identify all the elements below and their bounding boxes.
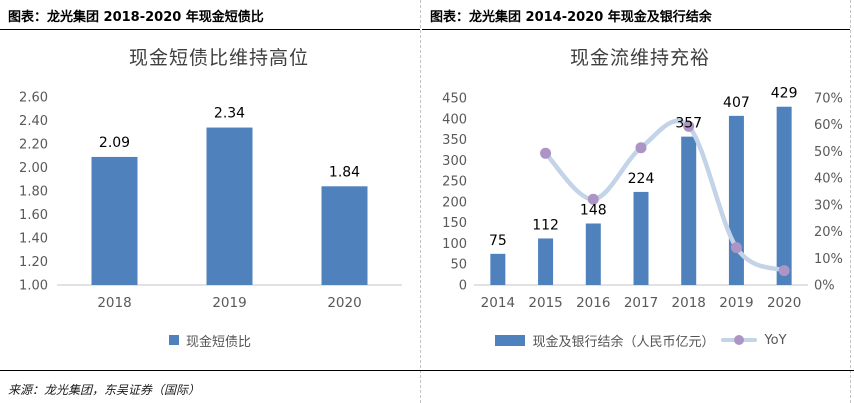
legend-label-cash-ratio: 现金短债比 (185, 334, 251, 350)
legend-line-marker-swatch-icon (721, 334, 758, 346)
left-chart-header: 图表：龙光集团 2018-2020 年现金短债比 (0, 0, 420, 30)
x-axis-tick-label: 2014 (481, 295, 515, 311)
y-axis-tick-label: 1.20 (19, 255, 48, 270)
right-axis-tick-label: 50% (814, 145, 843, 160)
source-note: 来源：龙光集团，东吴证券（国际） (8, 383, 201, 397)
right-chart-header-text: 图表：龙光集团 2014-2020 年现金及银行结余 (430, 10, 712, 25)
x-axis-tick-label: 2018 (672, 295, 706, 311)
left-chart-legend: 现金短债比 (0, 331, 420, 350)
y-axis-tick-label: 2.20 (19, 138, 48, 153)
bar-2018 (681, 136, 697, 285)
legend-label-cash-balance: 现金及银行结余（人民币亿元） (532, 334, 715, 350)
legend-bar-swatch-icon (495, 334, 526, 346)
yoy-marker (540, 147, 552, 159)
right-axis-tick-label: 40% (814, 172, 843, 187)
right-axis-tick-label: 0% (814, 279, 835, 294)
bar-2020 (321, 186, 368, 285)
right-axis-tick-label: 60% (814, 118, 843, 133)
right-chart-panel: 图表：龙光集团 2014-2020 年现金及银行结余 现金流维持充裕 0 50 10… (422, 0, 851, 403)
left-axis-tick-label: 450 (442, 92, 467, 107)
x-axis-tick-label: 2019 (212, 295, 246, 311)
left-bar-chart: 1.00 1.20 1.40 1.60 1.80 2.00 2.20 2.40 2.60 2.09… (19, 91, 402, 311)
left-axis-tick-label: 0 (459, 279, 467, 294)
right-chart-header: 图表：龙光集团 2014-2020 年现金及银行结余 (422, 0, 850, 30)
yoy-line (543, 118, 787, 273)
y-axis-tick-label: 2.40 (19, 114, 48, 129)
left-axis-tick-label: 150 (442, 216, 467, 231)
right-axis-tick-label: 30% (814, 198, 843, 213)
legend-label-yoy: YoY (764, 332, 787, 348)
left-chart-header-text: 图表：龙光集团 2018-2020 年现金短债比 (8, 10, 264, 25)
y-axis-tick-label: 2.60 (19, 91, 48, 106)
bar-data-label: 75 (489, 233, 507, 249)
right-chart-legend: 现金及银行结余（人民币亿元） YoY (432, 331, 850, 350)
bar-data-label: 357 (675, 116, 702, 132)
bar-2019 (206, 127, 253, 285)
bar-data-label: 112 (532, 217, 559, 233)
bar-data-label: 1.84 (329, 164, 360, 180)
left-chart-panel: 图表：龙光集团 2018-2020 年现金短债比 现金短债比维持高位 1.00 1… (0, 0, 421, 403)
right-chart-title: 现金流维持充裕 (569, 47, 710, 69)
x-axis-tick-label: 2015 (528, 295, 562, 311)
bar-data-label: 407 (723, 95, 750, 111)
left-axis-tick-label: 50 (450, 258, 467, 273)
x-axis-tick-label: 2019 (719, 295, 753, 311)
left-axis-tick-label: 350 (442, 133, 467, 148)
bar-2016 (585, 223, 601, 285)
x-axis-tick-label: 2020 (767, 295, 801, 311)
right-axis-tick-label: 10% (814, 252, 843, 267)
bar-2015 (538, 238, 554, 285)
bar-2014 (490, 253, 506, 285)
y-axis-tick-label: 1.80 (19, 185, 48, 200)
left-axis-tick-label: 200 (442, 195, 467, 210)
left-axis-tick-label: 300 (442, 154, 467, 169)
y-axis-tick-label: 1.60 (19, 208, 48, 223)
right-combo-chart: 0 50 100 150 200 250 300 350 400 450 0% 10% 20% 30% 40… (442, 86, 843, 311)
bar-2020 (776, 106, 792, 285)
left-axis-tick-label: 100 (442, 237, 467, 252)
left-axis-tick-label: 400 (442, 112, 467, 127)
legend-bar-swatch-icon (168, 335, 179, 345)
bar-data-label: 2.34 (214, 106, 245, 122)
x-axis-tick-label: 2017 (624, 295, 658, 311)
x-axis-tick-label: 2018 (97, 295, 131, 311)
yoy-marker (635, 142, 647, 154)
right-axis-tick-label: 70% (814, 92, 843, 107)
bar-data-label: 429 (771, 86, 798, 102)
yoy-marker (778, 265, 790, 277)
yoy-marker (587, 193, 599, 205)
y-axis-tick-label: 2.00 (19, 161, 48, 176)
x-axis-tick-label: 2016 (576, 295, 610, 311)
yoy-marker (730, 242, 742, 254)
yoy-marker (683, 120, 695, 132)
bar-2019 (728, 115, 744, 285)
bar-2017 (633, 191, 649, 285)
left-chart-title: 现金短债比维持高位 (128, 47, 309, 69)
y-axis-tick-label: 1.40 (19, 232, 48, 247)
y-axis-tick-label: 1.00 (19, 279, 48, 294)
bar-2018 (91, 156, 138, 285)
x-axis-tick-label: 2020 (327, 295, 361, 311)
right-axis-tick-label: 20% (814, 225, 843, 240)
bar-data-label: 2.09 (99, 135, 130, 151)
bar-data-label: 224 (628, 171, 655, 187)
left-axis-tick-label: 250 (442, 175, 467, 190)
bar-data-label: 148 (580, 202, 607, 218)
figure-footer: 来源：龙光集团，东吴证券（国际） (0, 370, 854, 403)
